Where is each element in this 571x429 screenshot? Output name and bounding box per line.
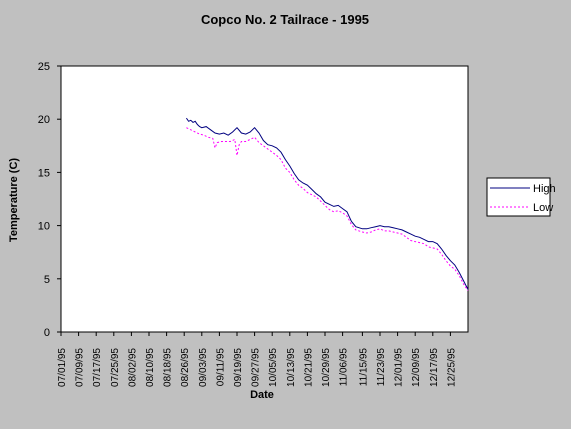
x-tick-label: 11/15/95	[358, 348, 369, 387]
y-tick-label: 0	[44, 327, 50, 339]
series-layer	[185, 117, 469, 291]
x-tick-label: 07/17/95	[92, 348, 103, 387]
y-tick-label: 5	[44, 274, 50, 286]
x-tick-label: 08/02/95	[127, 348, 138, 387]
x-tick-label: 10/13/95	[286, 348, 297, 387]
plot-area	[60, 65, 469, 333]
x-tick-label: 12/17/95	[429, 348, 440, 387]
y-tick-label: 15	[38, 167, 50, 179]
series-line-low	[186, 127, 469, 291]
x-tick-label: 08/26/95	[180, 348, 191, 387]
x-tick-label: 09/27/95	[251, 348, 262, 387]
y-axis-label: Temperature (C)	[8, 158, 20, 242]
x-tick-label: 07/01/95	[57, 348, 68, 387]
x-axis: 07/01/95 07/09/95 07/17/95 07/25/95 08/02/95…	[57, 332, 457, 387]
legend: High Low	[486, 177, 556, 217]
x-tick-label: 12/09/95	[411, 348, 422, 387]
x-tick-label: 12/25/95	[446, 348, 457, 387]
x-tick-label: 11/06/95	[339, 348, 350, 387]
legend-box	[486, 177, 551, 217]
x-tick-label: 07/25/95	[110, 348, 121, 387]
x-tick-label: 12/01/95	[394, 348, 405, 387]
x-tick-label: 11/23/95	[376, 348, 387, 387]
x-tick-label: 08/18/95	[163, 348, 174, 387]
y-tick-label: 25	[38, 61, 50, 73]
series-line-high	[185, 117, 469, 290]
y-tick-label: 10	[38, 221, 50, 233]
legend-label-low: Low	[533, 202, 553, 214]
x-tick-label: 07/09/95	[75, 348, 86, 387]
x-tick-label: 09/03/95	[198, 348, 209, 387]
x-tick-label: 08/10/95	[145, 348, 156, 387]
chart-title: Copco No. 2 Tailrace - 1995	[201, 12, 369, 27]
x-axis-label: Date	[250, 389, 274, 401]
x-tick-label: 09/11/95	[215, 348, 226, 387]
legend-label-high: High	[533, 183, 556, 195]
x-tick-label: 10/05/95	[268, 348, 279, 387]
x-tick-label: 10/21/95	[303, 348, 314, 387]
x-tick-label: 10/29/95	[321, 348, 332, 387]
y-tick-label: 20	[38, 114, 50, 126]
x-tick-label: 09/19/95	[233, 348, 244, 387]
y-axis: 0 5 10 15 20 25	[38, 61, 61, 339]
